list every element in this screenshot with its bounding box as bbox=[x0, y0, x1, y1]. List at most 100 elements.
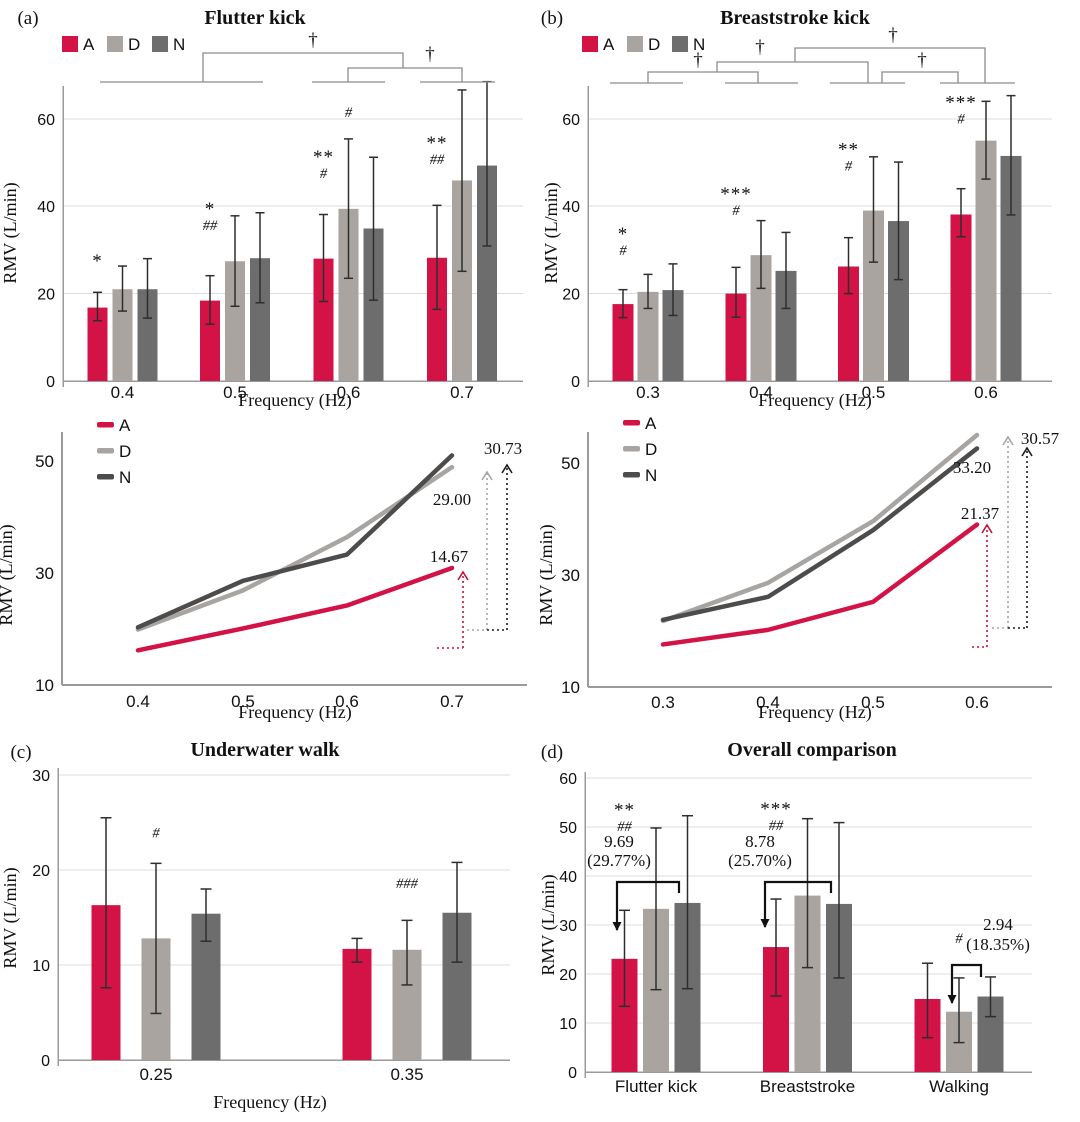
legend-swatch-A bbox=[582, 36, 598, 52]
significance-marker: ### bbox=[396, 876, 419, 892]
difference-value: (18.35%) bbox=[966, 935, 1030, 954]
delta-value: 30.73 bbox=[484, 439, 522, 458]
y-tick-label: 0 bbox=[568, 1065, 577, 1082]
bar-D-0.6 bbox=[975, 140, 997, 381]
x-tick-label: 0.5 bbox=[223, 383, 247, 402]
error-bar bbox=[650, 827, 662, 991]
error-bar bbox=[451, 861, 463, 963]
y-tick-label: 30 bbox=[35, 564, 54, 583]
bar-A-0.4 bbox=[87, 307, 108, 381]
delta-arrow bbox=[467, 470, 493, 631]
significance-marker: *** bbox=[720, 184, 752, 205]
dagger-symbol: † bbox=[693, 50, 703, 71]
x-tick-label: Breaststroke bbox=[760, 1077, 855, 1096]
dagger-symbol: † bbox=[308, 30, 318, 51]
x-axis-label: Frequency (Hz) bbox=[238, 390, 351, 410]
x-tick-label: 0.35 bbox=[390, 1065, 423, 1084]
x-tick-label: 0.7 bbox=[440, 692, 464, 711]
significance-marker: # bbox=[845, 159, 853, 175]
legend-swatch-D bbox=[97, 448, 114, 454]
x-tick-label: 0.5 bbox=[862, 383, 886, 402]
x-axis-label: Frequency (Hz) bbox=[238, 702, 351, 723]
bar-D-0.6 bbox=[338, 208, 359, 381]
significance-marker: *** bbox=[945, 93, 977, 114]
error-bar bbox=[150, 862, 162, 1015]
delta-arrow bbox=[992, 435, 1014, 629]
bar-A-0.4 bbox=[725, 293, 747, 381]
x-tick-label: 0.5 bbox=[231, 692, 255, 711]
legend-label-D: D bbox=[128, 35, 140, 54]
panel-b-breaststroke-line-chart: 10 30 50 0.3 0.4 0.5 0.6 21.37 33.20 30.57 A D N RMV … bbox=[540, 410, 1080, 730]
legend-label-D: D bbox=[645, 440, 657, 459]
x-axis-label: Frequency (Hz) bbox=[758, 702, 871, 723]
error-bar bbox=[143, 257, 152, 319]
dagger-symbol: † bbox=[917, 50, 927, 71]
error-bar bbox=[953, 977, 965, 1044]
legend-swatch-A bbox=[62, 36, 78, 52]
bar-N-0.7 bbox=[477, 165, 497, 381]
legend-swatch-N bbox=[623, 472, 640, 478]
delta-value: 14.67 bbox=[430, 547, 469, 566]
error-bar bbox=[93, 291, 102, 322]
significance-brackets bbox=[100, 52, 495, 83]
panel-d-overall-comparison-bar-chart: 0 10 20 30 40 50 60 Flutter kick Breaststroke Wal… bbox=[540, 730, 1080, 1122]
x-tick-label: 0.6 bbox=[335, 692, 359, 711]
x-tick-label: 0.6 bbox=[337, 383, 361, 402]
error-bar bbox=[432, 204, 442, 311]
error-bar bbox=[844, 236, 853, 295]
significance-marker: ** bbox=[313, 147, 334, 168]
y-tick-label: 30 bbox=[561, 566, 580, 585]
significance-marker: ** bbox=[427, 133, 448, 154]
x-tick-label: 0.6 bbox=[965, 693, 989, 712]
error-bar bbox=[205, 274, 215, 325]
error-bar bbox=[1006, 94, 1016, 216]
significance-marker: # bbox=[320, 166, 328, 182]
legend: ADN bbox=[97, 416, 131, 487]
x-tick-label: 0.3 bbox=[636, 383, 660, 402]
bar-N-0.5 bbox=[250, 258, 270, 381]
error-bar bbox=[981, 100, 991, 180]
y-axis-label: RMV (L/min) bbox=[0, 524, 17, 625]
legend-swatch-D bbox=[107, 36, 123, 52]
bar-A-0.3 bbox=[612, 304, 634, 381]
breaststroke-line-svg: 10 30 50 0.3 0.4 0.5 0.6 21.37 33.20 30.57 ADN RMV … bbox=[540, 414, 1060, 723]
error-bar bbox=[770, 898, 782, 997]
y-tick-label: 40 bbox=[559, 869, 577, 886]
legend-label-A: A bbox=[119, 416, 131, 435]
y-tick-label: 10 bbox=[35, 676, 54, 695]
error-bar bbox=[401, 919, 413, 986]
bar-D-0.7 bbox=[452, 180, 472, 381]
error-bar bbox=[255, 212, 265, 304]
error-bar bbox=[985, 976, 996, 1018]
y-tick-label: 30 bbox=[32, 768, 50, 785]
y-tick-label: 10 bbox=[559, 1016, 577, 1033]
legend-label-N: N bbox=[173, 35, 185, 54]
panel-a-flutter-kick-bar-chart: 0 20 40 60 0.4 0.5 0.6 0.7 * * ## ** # # ** ## † † A D N Flut… bbox=[0, 0, 540, 410]
y-tick-label: 0 bbox=[46, 374, 55, 391]
error-bar bbox=[802, 817, 813, 969]
delta-arrow bbox=[972, 523, 993, 648]
y-axis-label: RMV (L/min) bbox=[541, 182, 562, 283]
y-tick-label: 20 bbox=[559, 967, 577, 984]
significance-marker: ## bbox=[203, 218, 218, 234]
x-tick-label: 0.3 bbox=[651, 693, 675, 712]
panel-b-breaststroke-bar-chart: 0 20 40 60 0.3 0.4 0.5 0.6 * # *** # ** # *** # † † † † A D N B… bbox=[540, 0, 1080, 410]
difference-value: 8.78 bbox=[745, 832, 775, 851]
legend-swatch-A bbox=[623, 420, 640, 426]
error-bar bbox=[894, 161, 903, 281]
panel-c-underwater-walk-bar-chart: 0 10 20 30 0.25 0.35 # ### Underwater walk (c) RMV… bbox=[0, 730, 540, 1122]
error-bar bbox=[833, 821, 845, 979]
y-tick-label: 20 bbox=[32, 863, 50, 880]
error-bar bbox=[200, 888, 212, 942]
bar-N-0.4 bbox=[137, 289, 158, 381]
legend-label-D: D bbox=[119, 442, 131, 461]
significance-marker: # bbox=[955, 931, 963, 947]
legend-swatch-D bbox=[623, 446, 640, 452]
x-tick-label: 0.6 bbox=[974, 383, 998, 402]
error-bar bbox=[922, 962, 933, 1039]
line-series-N bbox=[135, 453, 455, 630]
